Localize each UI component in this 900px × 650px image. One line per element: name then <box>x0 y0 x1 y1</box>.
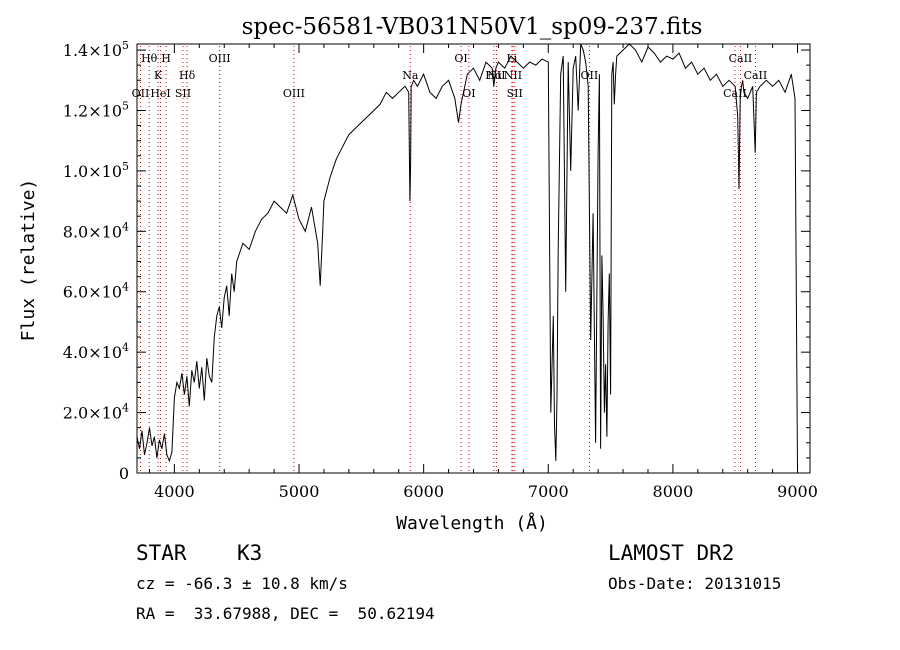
emission-line-label: SII <box>507 87 523 100</box>
x-tick-label: 5000 <box>279 482 320 501</box>
object-class: STAR <box>136 541 187 565</box>
emission-line-label: CaII <box>744 69 768 82</box>
redshift-text: cz = -66.3 ± 10.8 km/s <box>136 574 348 593</box>
y-tick-label: 2.0×104 <box>63 402 129 423</box>
emission-line-label: Na <box>402 69 419 82</box>
spectrum-series-line <box>136 43 798 471</box>
y-tick-label: 1.2×105 <box>63 99 129 120</box>
x-axis: 4000 5000 6000 7000 8000 9000 <box>148 44 818 501</box>
coordinates-text: RA = 33.67988, DEC = 50.62194 <box>136 604 435 623</box>
emission-line-label: HeI <box>150 87 170 100</box>
x-tick-label: 8000 <box>653 482 694 501</box>
chart-title: spec-56581-VB031N50V1_sp09-237.fits <box>242 14 703 40</box>
x-tick-label: 7000 <box>528 482 569 501</box>
emission-line-label: OIII <box>209 52 231 65</box>
x-tick-label: 9000 <box>777 482 818 501</box>
emission-line-label: SII <box>175 87 191 100</box>
emission-line-label: OII <box>132 87 150 100</box>
y-axis: 0 2.0×104 4.0×104 6.0×104 8.0×104 1.0×105 1.2×… <box>63 39 810 483</box>
emission-line-label: K <box>154 69 163 82</box>
emission-line-label: OI <box>454 52 467 65</box>
y-tick-label: 8.0×104 <box>63 220 129 241</box>
y-tick-label: 6.0×104 <box>63 281 129 302</box>
emission-line-label: H <box>161 52 171 65</box>
x-tick-label: 4000 <box>154 482 195 501</box>
y-tick-label: 4.0×104 <box>63 341 129 362</box>
object-subclass: K3 <box>237 541 263 565</box>
x-tick-label: 6000 <box>403 482 444 501</box>
y-tick-label: 1.0×105 <box>63 160 129 181</box>
x-axis-label: Wavelength (Å) <box>396 512 548 534</box>
emission-line-label: Li <box>506 52 517 65</box>
emission-line-label: NII <box>504 69 522 82</box>
emission-line-label: Hα <box>485 69 503 82</box>
emission-line-label: Hθ <box>141 52 158 65</box>
obs-date-text: Obs-Date: 20131015 <box>608 574 782 593</box>
emission-line-label: Hδ <box>179 69 196 82</box>
y-tick-label: 1.4×105 <box>63 39 129 60</box>
survey-label: LAMOST DR2 <box>608 541 735 565</box>
y-axis-label: Flux (relative) <box>18 179 39 342</box>
emission-line-label: OIII <box>283 87 305 100</box>
emission-line-label: NII <box>487 69 505 82</box>
emission-line-label: OII <box>581 69 599 82</box>
emission-line-label: CaII <box>729 52 753 65</box>
emission-line-markers <box>139 46 756 473</box>
emission-line-label: OI <box>462 87 475 100</box>
y-tick-label: 0 <box>119 464 129 483</box>
